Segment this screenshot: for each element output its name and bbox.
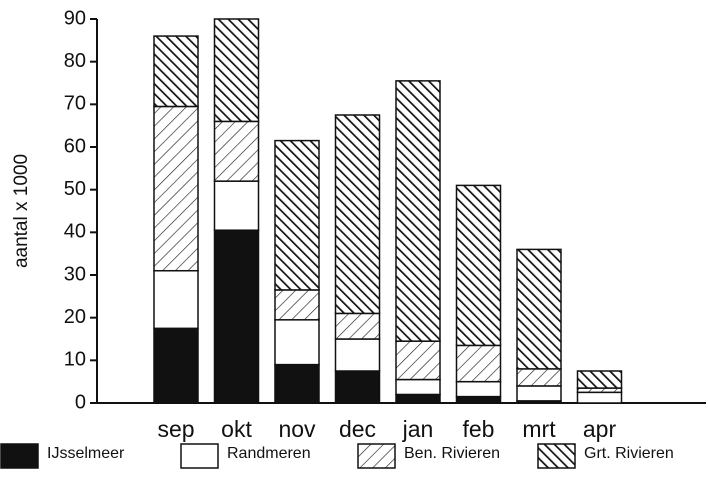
y-tick-label: 0 [75, 391, 86, 413]
bar-segment [153, 35, 199, 108]
legend-label: Grt. Rivieren [584, 445, 674, 462]
y-tick-label: 10 [64, 349, 86, 371]
legend-swatch [357, 443, 396, 469]
bar-segment [213, 180, 260, 231]
bar-segment [153, 269, 199, 330]
bar-segment [395, 340, 441, 381]
bar-segment [334, 114, 381, 315]
bar-segment [274, 289, 320, 321]
bar-segment [395, 393, 441, 404]
bar-segment [334, 338, 381, 372]
legend-swatch [537, 443, 576, 469]
bar-segment [395, 378, 441, 396]
y-tick-label: 30 [64, 263, 86, 285]
y-tick-label: 90 [64, 7, 86, 29]
legend-label: IJsselmeer [47, 445, 125, 462]
bar-segment [395, 80, 441, 342]
bar-segment [153, 327, 199, 404]
bar-segment [516, 368, 562, 387]
bar-segment [516, 248, 562, 370]
bar-segment [576, 391, 623, 404]
legend-swatch [0, 443, 39, 469]
bar-segment [334, 370, 381, 404]
x-tick-label: sep [157, 416, 194, 442]
bar-segment [455, 184, 502, 347]
x-tick-label: apr [583, 416, 617, 442]
bar-segment [274, 363, 320, 404]
bar-segment [455, 395, 502, 404]
x-tick-label: mrt [522, 416, 556, 442]
bar-segment [455, 344, 502, 383]
x-tick-label: jan [402, 416, 434, 442]
bar-segment [213, 120, 260, 182]
legend-label: Randmeren [227, 445, 311, 462]
x-tick-label: dec [339, 416, 376, 442]
y-tick-label: 20 [64, 306, 86, 328]
legend-swatch [180, 443, 219, 469]
bar-segment [274, 319, 320, 366]
y-tick-label: 60 [64, 135, 86, 157]
y-tick-label: 80 [64, 50, 86, 72]
bar-segment [576, 370, 623, 389]
legend-label: Ben. Rivieren [404, 445, 500, 462]
bar-segment [213, 229, 260, 404]
bar-segment [334, 312, 381, 340]
y-tick-label: 50 [64, 178, 86, 200]
bar-segment [516, 385, 562, 402]
y-tick-label: 70 [64, 93, 86, 115]
y-tick-label: 40 [64, 221, 86, 243]
x-tick-label: okt [221, 416, 252, 442]
bar-segment [455, 380, 502, 398]
bar-segment [153, 105, 199, 272]
bar-segment [274, 139, 320, 291]
x-tick-label: nov [278, 416, 316, 442]
x-tick-label: feb [463, 416, 495, 442]
y-axis-label: aantal x 1000 [11, 154, 32, 268]
bar-segment [213, 18, 260, 123]
